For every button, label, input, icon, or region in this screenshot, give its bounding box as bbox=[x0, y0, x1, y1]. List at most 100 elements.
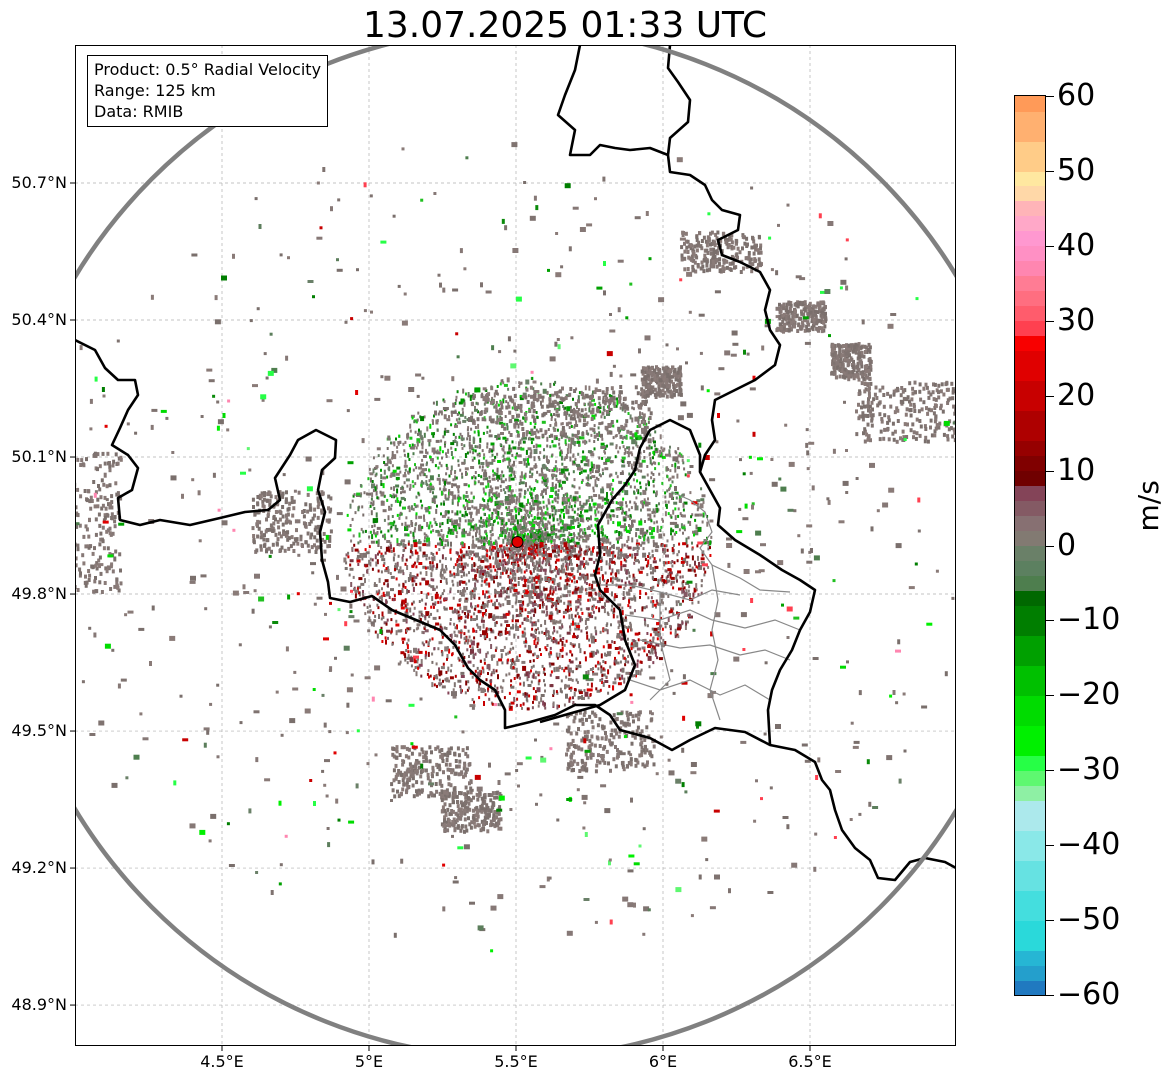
echo-pixel bbox=[661, 544, 664, 548]
echo-pixel bbox=[679, 497, 682, 503]
echo-pixel bbox=[501, 586, 506, 590]
echo-pixel bbox=[627, 535, 630, 541]
echo-pixel bbox=[542, 505, 545, 509]
echo-pixel bbox=[470, 615, 473, 619]
echo-pixel bbox=[515, 553, 518, 557]
echo-pixel bbox=[625, 591, 630, 595]
echo-pixel bbox=[686, 560, 689, 566]
echo-pixel bbox=[458, 517, 461, 521]
echo-pixel bbox=[488, 582, 491, 588]
echo-pixel bbox=[563, 557, 566, 561]
echo-pixel bbox=[666, 489, 669, 493]
echo-pixel bbox=[497, 582, 500, 588]
echo-pixel bbox=[584, 509, 589, 513]
echo-pixel bbox=[387, 566, 390, 569]
echo-pixel bbox=[523, 517, 526, 521]
echo-pixel bbox=[672, 586, 675, 590]
echo-pixel bbox=[458, 658, 461, 662]
echo-pixel bbox=[468, 511, 473, 515]
echo-pixel bbox=[445, 452, 447, 456]
echo-pixel bbox=[622, 436, 624, 440]
echo-pixel bbox=[531, 576, 534, 580]
echo-pixel bbox=[575, 667, 578, 671]
echo-pixel bbox=[455, 526, 458, 532]
echo-pixel bbox=[568, 531, 571, 535]
echo-pixel bbox=[647, 539, 650, 543]
echo-pixel bbox=[499, 382, 502, 386]
echo-pixel bbox=[619, 660, 622, 664]
echo-pixel bbox=[461, 475, 464, 479]
echo-pixel bbox=[591, 547, 594, 553]
echo-pixel bbox=[533, 536, 536, 540]
echo-pixel bbox=[598, 431, 601, 435]
echo-pixel bbox=[510, 530, 513, 536]
echo-pixel bbox=[602, 540, 605, 544]
echo-pixel bbox=[591, 498, 594, 502]
echo-pixel bbox=[683, 467, 686, 471]
echo-pixel bbox=[471, 557, 474, 561]
echo-pixel bbox=[657, 462, 660, 466]
echo-pixel bbox=[501, 553, 504, 559]
echo-pixel bbox=[628, 574, 631, 578]
echo-pixel bbox=[411, 551, 414, 555]
echo-pixel bbox=[653, 630, 656, 634]
echo-pixel bbox=[391, 515, 394, 518]
echo-pixel bbox=[581, 611, 584, 615]
echo-pixel bbox=[424, 566, 427, 570]
echo-pixel bbox=[528, 475, 533, 479]
echo-pixel bbox=[518, 441, 520, 447]
echo-pixel bbox=[578, 532, 581, 538]
echo-pixel bbox=[472, 664, 475, 668]
echo-pixel bbox=[378, 614, 380, 619]
echo-pixel bbox=[458, 554, 461, 558]
echo-pixel bbox=[471, 411, 474, 415]
echo-pixel bbox=[576, 512, 579, 516]
echo-pixel bbox=[543, 476, 546, 480]
echo-pixel bbox=[569, 669, 572, 673]
echo-pixel bbox=[479, 659, 482, 663]
echo-pixel bbox=[566, 493, 569, 497]
echo-pixel bbox=[612, 478, 615, 482]
echo-pixel bbox=[463, 656, 466, 659]
echo-pixel bbox=[382, 454, 385, 458]
echo-pixel bbox=[569, 539, 572, 543]
echo-pixel bbox=[504, 534, 507, 538]
echo-pixel bbox=[575, 518, 578, 522]
echo-pixel bbox=[488, 519, 491, 523]
echo-pixel bbox=[403, 481, 406, 485]
echo-pixel bbox=[406, 642, 409, 646]
echo-pixel bbox=[666, 539, 669, 543]
echo-pixel bbox=[544, 523, 549, 527]
echo-pixel bbox=[475, 676, 478, 682]
echo-pixel bbox=[603, 608, 606, 614]
echo-pixel bbox=[423, 532, 426, 536]
echo-pixel bbox=[463, 587, 466, 590]
echo-pixel bbox=[512, 666, 515, 669]
echo-pixel bbox=[611, 495, 613, 499]
echo-pixel bbox=[640, 508, 642, 512]
echo-pixel bbox=[494, 435, 499, 438]
echo-pixel bbox=[576, 406, 578, 409]
echo-pixel bbox=[658, 657, 663, 661]
echo-pixel bbox=[633, 519, 636, 523]
echo-pixel bbox=[541, 399, 544, 403]
echo-pixel bbox=[376, 603, 379, 607]
echo-pixel bbox=[707, 547, 710, 551]
echo-pixel bbox=[573, 504, 576, 508]
echo-pixel bbox=[558, 626, 561, 630]
echo-pixel bbox=[597, 510, 600, 514]
echo-pixel bbox=[606, 651, 611, 657]
echo-pixel bbox=[650, 571, 654, 575]
echo-pixel bbox=[579, 661, 582, 665]
echo-pixel bbox=[473, 430, 476, 434]
echo-pixel bbox=[459, 580, 461, 586]
echo-pixel bbox=[555, 607, 558, 611]
echo-pixel bbox=[471, 476, 474, 480]
echo-pixel bbox=[688, 585, 691, 589]
echo-pixel bbox=[417, 491, 420, 495]
echo-pixel bbox=[494, 486, 499, 490]
echo-pixel bbox=[459, 570, 464, 574]
echo-pixel bbox=[487, 572, 490, 578]
echo-pixel bbox=[552, 590, 555, 594]
echo-pixel bbox=[513, 558, 516, 562]
